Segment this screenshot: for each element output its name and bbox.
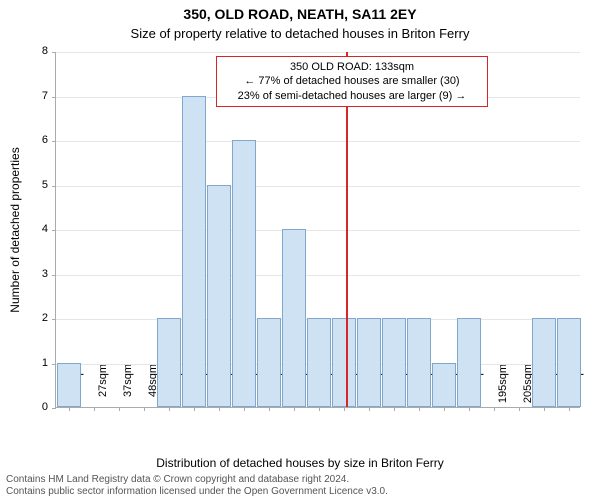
bar bbox=[57, 363, 81, 408]
bar bbox=[307, 318, 331, 407]
annotation-box: 350 OLD ROAD: 133sqm← 77% of detached ho… bbox=[216, 56, 488, 107]
caption-line-2: Contains public sector information licen… bbox=[6, 486, 594, 498]
figure-container: 350, OLD ROAD, NEATH, SA11 2EY Size of p… bbox=[0, 0, 600, 500]
xtick-mark bbox=[419, 407, 420, 411]
xtick-label: 27sqm bbox=[97, 364, 109, 414]
bar bbox=[382, 318, 406, 407]
xtick-mark bbox=[544, 407, 545, 411]
gridline bbox=[56, 275, 580, 276]
bar bbox=[157, 318, 181, 407]
ytick-label: 4 bbox=[8, 223, 48, 235]
xtick-mark bbox=[244, 407, 245, 411]
ytick-label: 7 bbox=[8, 90, 48, 102]
bar bbox=[457, 318, 481, 407]
annotation-line-1: 350 OLD ROAD: 133sqm bbox=[223, 60, 481, 74]
xtick-mark bbox=[444, 407, 445, 411]
bar bbox=[282, 229, 306, 407]
gridline bbox=[56, 52, 580, 53]
xtick-mark bbox=[94, 407, 95, 411]
bar bbox=[357, 318, 381, 407]
figure-title-address: 350, OLD ROAD, NEATH, SA11 2EY bbox=[0, 6, 600, 22]
ytick-label: 8 bbox=[8, 45, 48, 57]
ytick-label: 3 bbox=[8, 268, 48, 280]
ytick-label: 2 bbox=[8, 312, 48, 324]
bar bbox=[232, 140, 256, 407]
xtick-mark bbox=[394, 407, 395, 411]
bar bbox=[432, 363, 456, 408]
xtick-mark bbox=[194, 407, 195, 411]
xtick-mark bbox=[219, 407, 220, 411]
bar bbox=[407, 318, 431, 407]
xtick-mark bbox=[494, 407, 495, 411]
bar bbox=[207, 185, 231, 408]
ytick-label: 6 bbox=[8, 134, 48, 146]
chart-area: 350 OLD ROAD: 133sqm← 77% of detached ho… bbox=[55, 52, 580, 408]
bar bbox=[257, 318, 281, 407]
annotation-line-2: ← 77% of detached houses are smaller (30… bbox=[223, 74, 481, 88]
xtick-mark bbox=[69, 407, 70, 411]
gridline bbox=[56, 186, 580, 187]
bar bbox=[557, 318, 581, 407]
xtick-mark bbox=[119, 407, 120, 411]
caption-line-1: Contains HM Land Registry data © Crown c… bbox=[6, 474, 594, 486]
ytick-label: 0 bbox=[8, 401, 48, 413]
bar bbox=[332, 318, 356, 407]
caption: Contains HM Land Registry data © Crown c… bbox=[6, 474, 594, 498]
xtick-mark bbox=[569, 407, 570, 411]
xtick-mark bbox=[469, 407, 470, 411]
xtick-mark bbox=[344, 407, 345, 411]
bar bbox=[532, 318, 556, 407]
xtick-mark bbox=[519, 407, 520, 411]
xtick-mark bbox=[369, 407, 370, 411]
xtick-mark bbox=[169, 407, 170, 411]
annotation-line-3: 23% of semi-detached houses are larger (… bbox=[223, 89, 481, 103]
bar bbox=[182, 96, 206, 408]
xtick-label: 37sqm bbox=[122, 364, 134, 414]
xtick-label: 195sqm bbox=[497, 364, 509, 414]
xtick-mark bbox=[294, 407, 295, 411]
ytick-label: 5 bbox=[8, 179, 48, 191]
xtick-mark bbox=[269, 407, 270, 411]
figure-subtitle: Size of property relative to detached ho… bbox=[0, 26, 600, 41]
gridline bbox=[56, 230, 580, 231]
ytick-mark bbox=[52, 408, 56, 409]
xtick-mark bbox=[319, 407, 320, 411]
gridline bbox=[56, 141, 580, 142]
ytick-label: 1 bbox=[8, 357, 48, 369]
x-axis-label: Distribution of detached houses by size … bbox=[0, 456, 600, 470]
xtick-mark bbox=[144, 407, 145, 411]
